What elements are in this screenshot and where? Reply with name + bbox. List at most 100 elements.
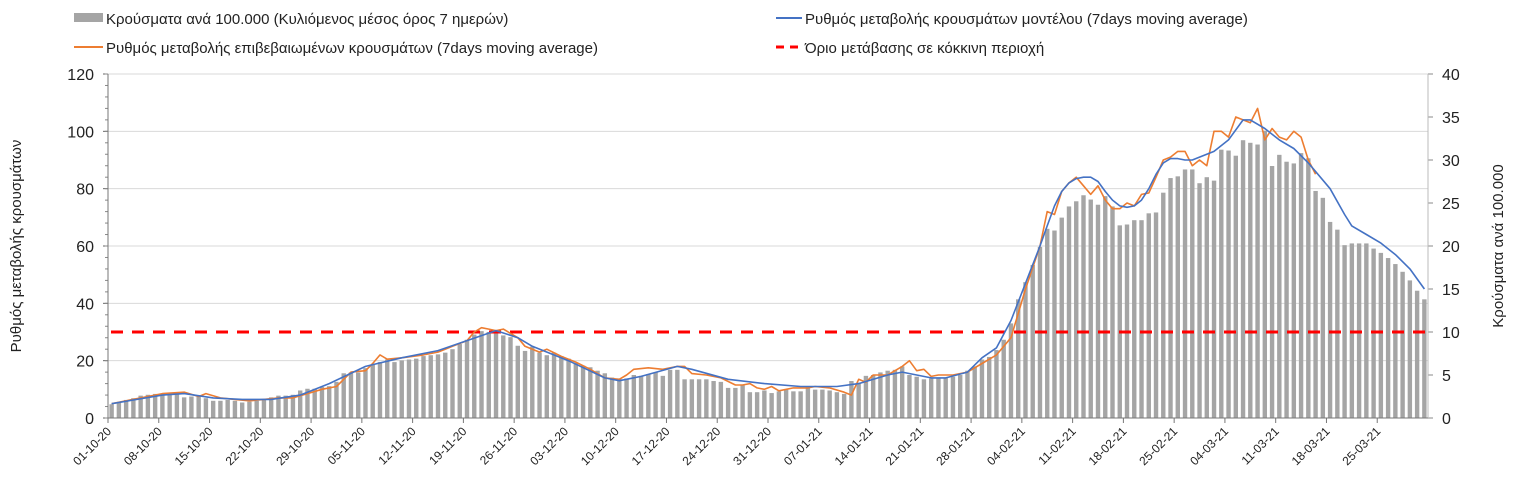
bar: [276, 395, 281, 418]
bar: [203, 398, 209, 418]
bar: [776, 391, 782, 418]
bar: [189, 396, 194, 418]
legend-bar-swatch: [74, 13, 103, 22]
x-tick-label: 15-10-20: [172, 424, 216, 468]
y-right-tick-label: 20: [1442, 239, 1460, 256]
bar: [631, 375, 637, 418]
legend-label-threshold: Όριο μετάβασης σε κόκκινη περιοχή: [804, 40, 1044, 57]
bar: [711, 381, 716, 418]
x-tick-label: 22-10-20: [223, 424, 267, 468]
legend-item-bars: Κρούσματα ανά 100.000 (Κυλιόμενος μέσος …: [74, 11, 508, 28]
legend-item-confirmed-line: Ρυθμός μεταβολής επιβεβαιωμένων κρουσμάτ…: [74, 40, 598, 57]
x-tick-label: 28-01-21: [933, 424, 977, 468]
bar: [109, 404, 114, 418]
bar: [675, 369, 680, 418]
y-left-tick-label: 60: [76, 239, 94, 256]
bar: [1378, 252, 1384, 418]
bar: [740, 385, 745, 418]
bar: [239, 402, 245, 418]
bar: [987, 356, 992, 418]
bar: [914, 376, 919, 418]
x-tick-label: 31-12-20: [730, 424, 774, 468]
bar: [972, 366, 977, 418]
legend: Κρούσματα ανά 100.000 (Κυλιόμενος μέσος …: [74, 11, 1248, 57]
bar: [551, 352, 557, 418]
bar: [1175, 176, 1180, 418]
bar: [936, 378, 941, 418]
bar: [1269, 166, 1275, 418]
bar: [131, 398, 136, 418]
bar: [268, 397, 274, 418]
y-axis-left-title: Ρυθμός μεταβολής κρουσμάτων: [8, 140, 25, 353]
bar: [1240, 140, 1246, 418]
y-right-tick-label: 25: [1442, 196, 1460, 213]
bar: [174, 393, 180, 418]
bar: [566, 358, 571, 418]
bar: [1081, 195, 1086, 418]
bar: [1342, 245, 1347, 418]
bar: [573, 362, 579, 418]
bar: [1393, 264, 1398, 418]
bar: [725, 387, 731, 418]
bar: [544, 355, 549, 418]
bar: [559, 356, 564, 418]
bar: [464, 339, 470, 418]
bar: [493, 331, 499, 418]
legend-label-model: Ρυθμός μεταβολής κρουσμάτων μοντέλου (7d…: [805, 11, 1248, 28]
bar: [479, 331, 484, 418]
bar: [928, 378, 934, 418]
bar-series: [109, 130, 1427, 419]
bar: [798, 391, 803, 418]
bar: [1059, 217, 1064, 418]
bar: [653, 372, 658, 418]
x-tick-label: 26-11-20: [477, 424, 520, 467]
y-right-tick-label: 5: [1442, 368, 1451, 385]
x-tick-label: 03-12-20: [527, 424, 571, 468]
x-tick-label: 11-02-21: [1035, 424, 1078, 467]
bar: [769, 393, 774, 418]
bar: [718, 381, 724, 418]
bar: [225, 399, 230, 418]
bar: [696, 379, 702, 418]
bar: [450, 349, 455, 418]
bar: [1052, 230, 1057, 418]
bar: [530, 346, 535, 418]
bar: [501, 335, 506, 418]
bar: [892, 369, 898, 418]
bar: [377, 362, 383, 418]
bar: [1066, 206, 1072, 418]
y-left-tick-label: 0: [85, 411, 94, 428]
bar: [247, 401, 252, 418]
bar: [356, 372, 361, 418]
bar: [392, 362, 397, 418]
bar: [1139, 220, 1144, 418]
bar: [457, 344, 462, 418]
bar: [443, 352, 448, 418]
bar: [334, 381, 339, 418]
bar: [1226, 150, 1231, 419]
x-tick-label: 04-03-21: [1187, 424, 1231, 468]
x-tick-label: 14-01-21: [832, 424, 876, 468]
bar: [406, 359, 412, 418]
bar: [297, 390, 303, 418]
bar: [1385, 258, 1391, 418]
bar: [385, 359, 390, 418]
bar: [515, 345, 520, 418]
bar: [319, 387, 325, 418]
bar: [414, 358, 419, 418]
bar: [602, 373, 608, 418]
x-tick-label: 24-12-20: [679, 424, 723, 468]
bar: [754, 392, 760, 418]
x-tick-label: 08-10-20: [121, 424, 165, 468]
legend-item-threshold: Όριο μετάβασης σε κόκκινη περιοχή: [776, 40, 1044, 57]
bar: [1298, 153, 1304, 418]
x-tick-label: 18-03-21: [1289, 424, 1333, 468]
y-right-tick-label: 35: [1442, 110, 1460, 127]
x-tick-label: 21-01-21: [883, 424, 927, 468]
bar: [1023, 282, 1028, 418]
bar: [1168, 178, 1173, 418]
bar: [1327, 221, 1333, 418]
x-tick-label: 25-03-21: [1339, 424, 1383, 468]
bar: [370, 364, 375, 418]
